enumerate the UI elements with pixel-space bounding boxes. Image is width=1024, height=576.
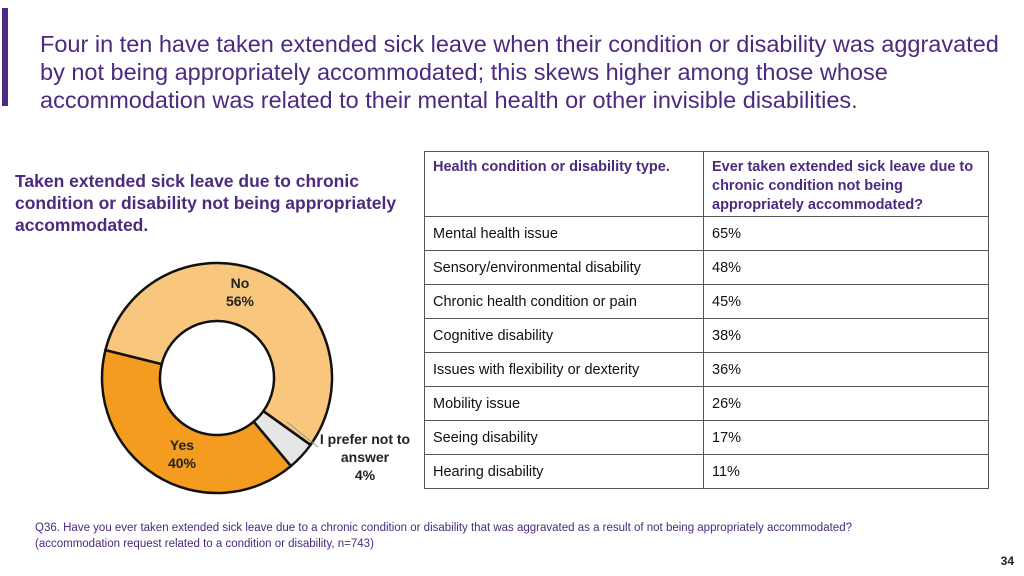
row-value: 11% [703,454,989,489]
row-value: 36% [703,352,989,387]
slice-label-yes-value: 40% [167,455,197,471]
page-number: 34 [1000,554,1014,568]
row-value: 45% [703,284,989,319]
leader-line [286,421,319,448]
footnote: Q36. Have you ever taken extended sick l… [35,520,995,552]
row-value: 26% [703,386,989,421]
slice-label-prefer-not-value: 4% [354,467,376,483]
table-row: Chronic health condition or pain 45% [424,284,989,319]
row-label: Chronic health condition or pain [424,284,704,319]
row-label: Sensory/environmental disability [424,250,704,285]
chart-title: Taken extended sick leave due to chronic… [15,171,397,235]
slice-label-prefer-not: I prefer not to answer 4% [318,430,412,484]
slice-label-yes: Yes 40% [152,436,212,472]
donut-chart [100,261,334,495]
row-value: 65% [703,216,989,251]
row-value: 38% [703,318,989,353]
slice-label-no-value: 56% [225,293,255,309]
row-label: Mobility issue [424,386,704,421]
row-label: Mental health issue [424,216,704,251]
column-header-type: Health condition or disability type. [424,151,704,217]
row-label: Seeing disability [424,420,704,455]
footnote-question: Q36. Have you ever taken extended sick l… [35,522,852,534]
table-row: Seeing disability 17% [424,420,989,455]
donut-slice-no [103,261,334,447]
slice-label-no-name: No [230,275,250,291]
slice-label-yes-name: Yes [169,437,195,453]
donut-slice-yes [100,348,293,495]
slice-label-prefer-not-name: I prefer not to answer [319,431,411,465]
footnote-base: (accommodation request related to a cond… [35,538,374,550]
slide-title: Four in ten have taken extended sick lea… [40,31,999,113]
row-label: Hearing disability [424,454,704,489]
table-row: Hearing disability 11% [424,454,989,489]
table-header-row: Health condition or disability type. Eve… [424,151,989,217]
table-row: Sensory/environmental disability 48% [424,250,989,285]
table-row: Cognitive disability 38% [424,318,989,353]
column-header-sick-leave: Ever taken extended sick leave due to ch… [703,151,989,217]
row-label: Issues with flexibility or dexterity [424,352,704,387]
row-value: 17% [703,420,989,455]
disability-table: Health condition or disability type. Eve… [424,151,989,489]
slice-label-no: No 56% [210,274,270,310]
row-label: Cognitive disability [424,318,704,353]
row-value: 48% [703,250,989,285]
accent-bar [2,8,8,106]
table-row: Issues with flexibility or dexterity 36% [424,352,989,387]
table-row: Mental health issue 65% [424,216,989,251]
table-row: Mobility issue 26% [424,386,989,421]
